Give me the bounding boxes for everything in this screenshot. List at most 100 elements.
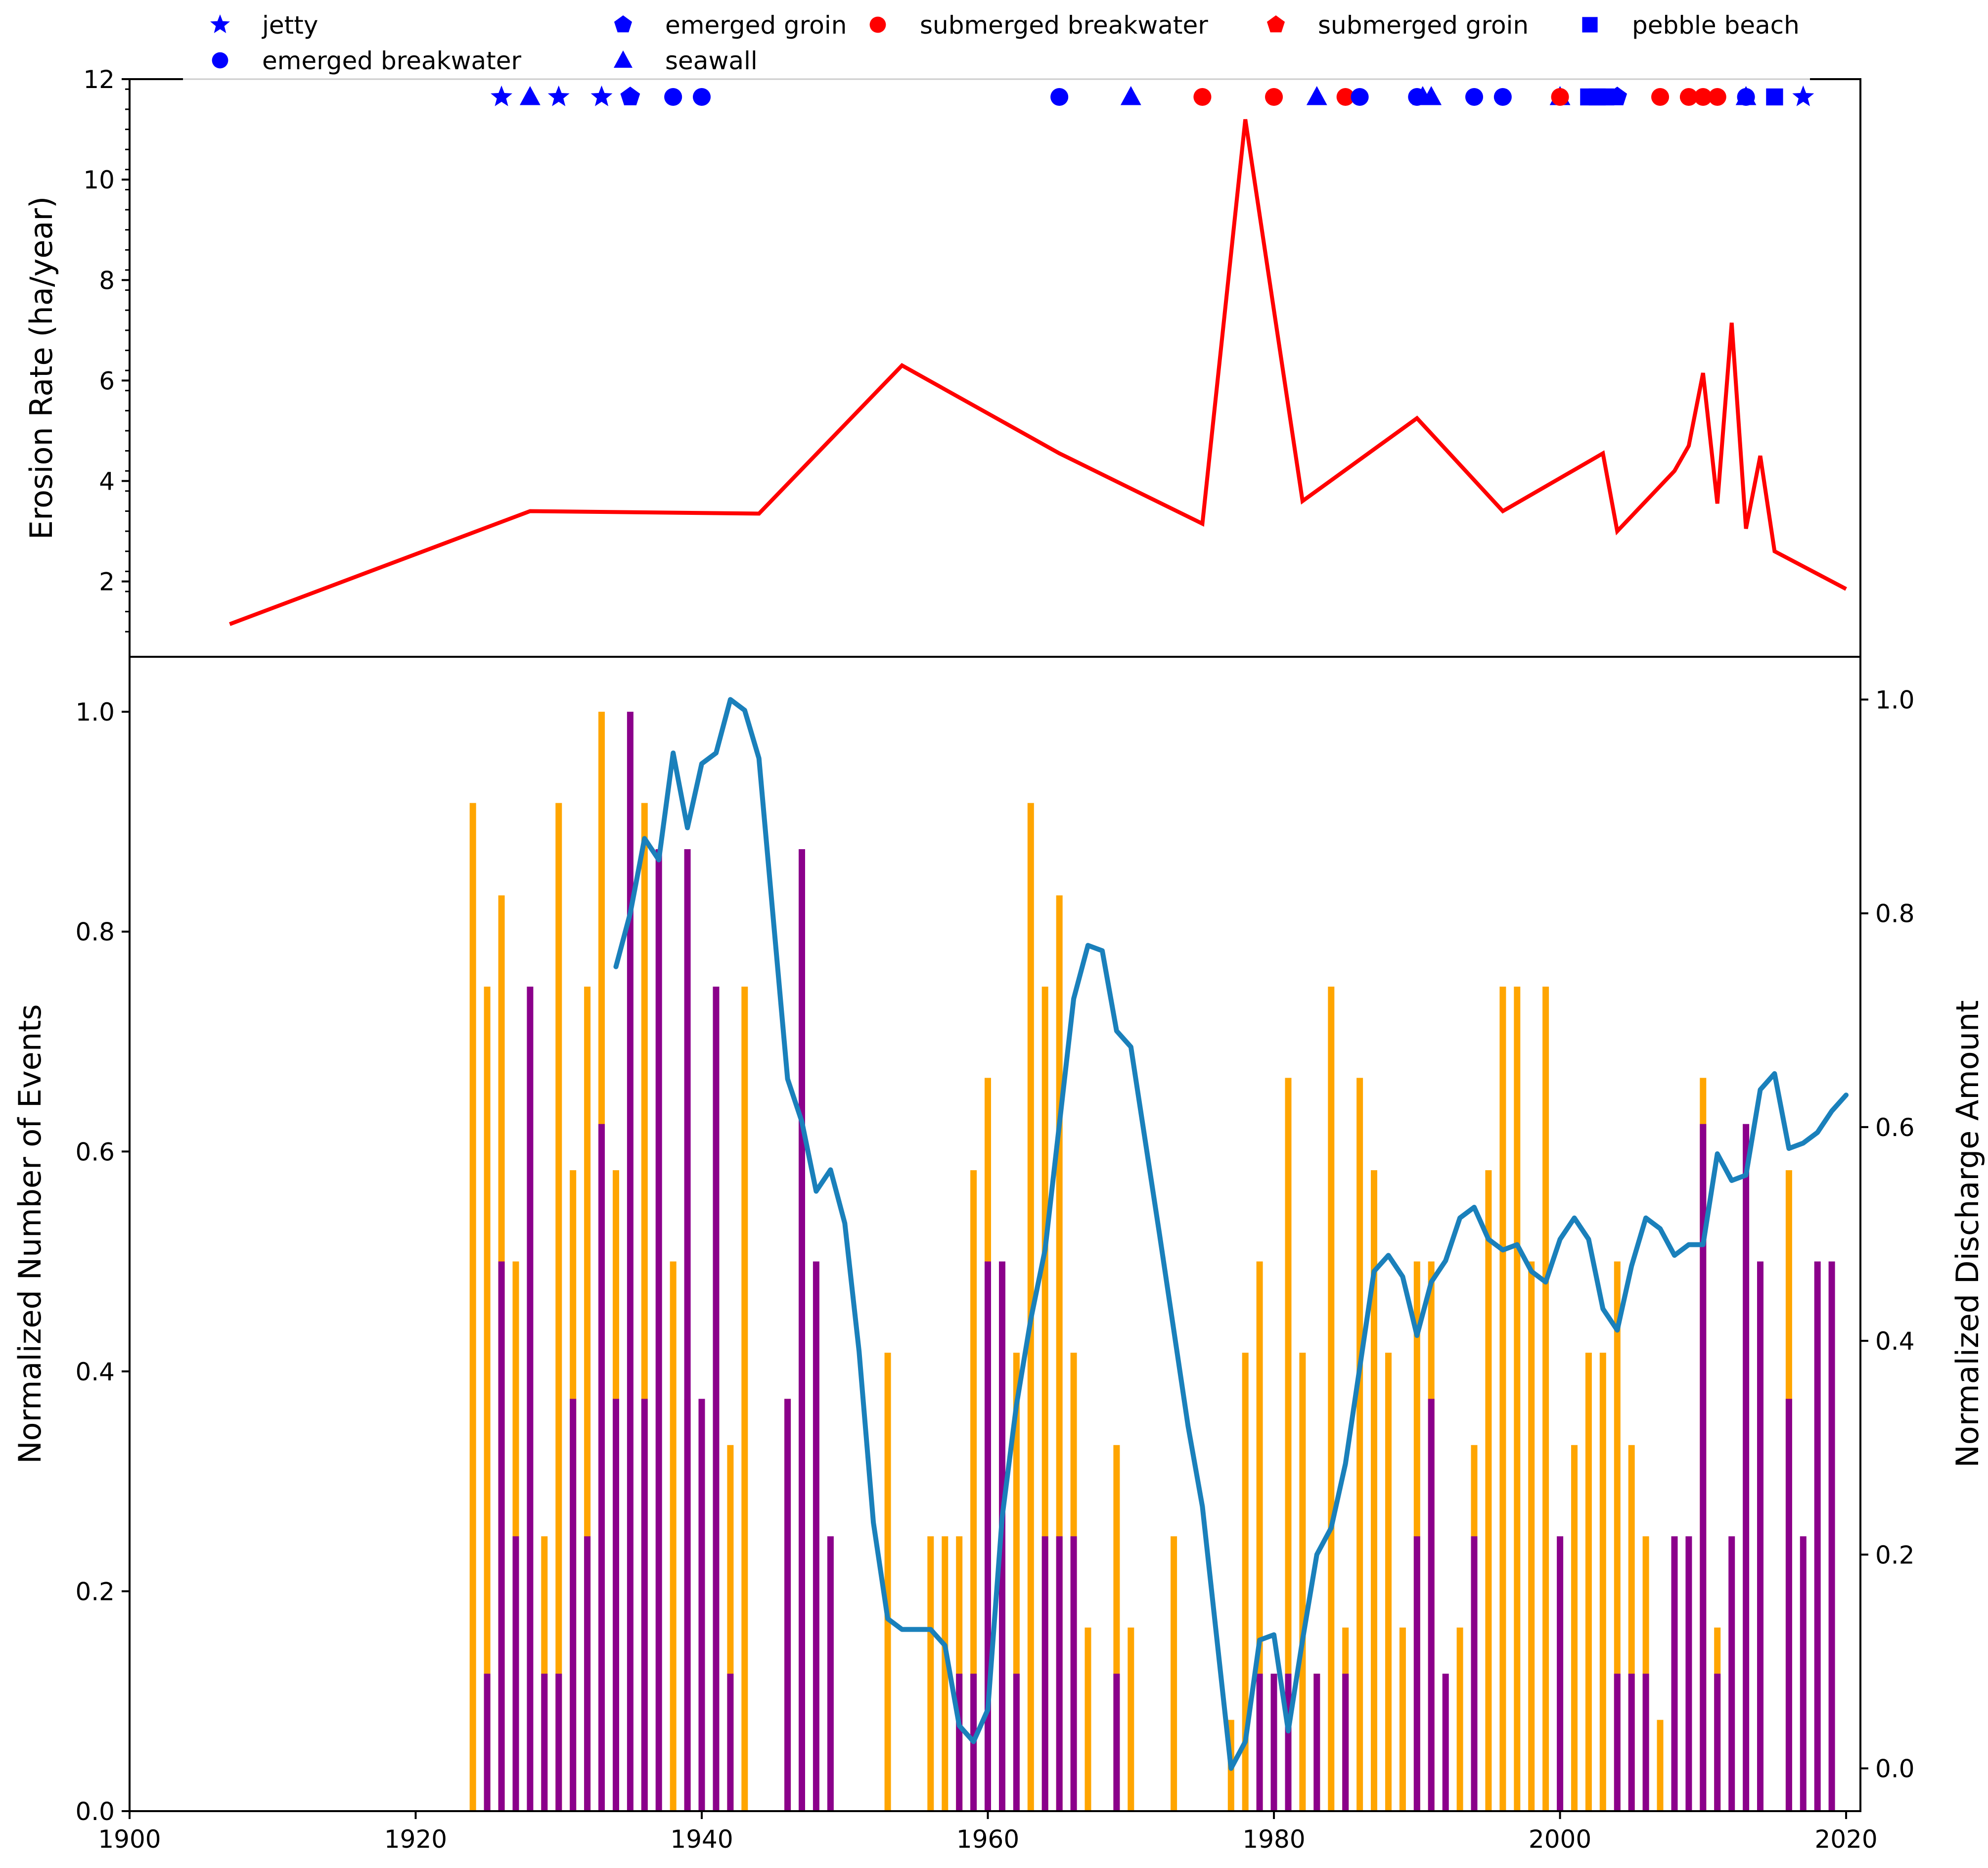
year-x-tick-label: 1960 bbox=[956, 1825, 1019, 1854]
erosion-y-tick-label: 6 bbox=[99, 366, 115, 395]
legend-seawall-marker bbox=[614, 50, 633, 68]
events-y-tick-label: 0.2 bbox=[75, 1577, 115, 1606]
structure-markers bbox=[491, 85, 1814, 106]
purple-event-bar bbox=[1614, 1674, 1621, 1811]
discharge-y-tick-label: 0.6 bbox=[1875, 1113, 1915, 1142]
purple-event-bar bbox=[570, 1399, 577, 1811]
erosion-y-tick-label: 2 bbox=[99, 568, 115, 596]
purple-event-bar bbox=[613, 1399, 619, 1811]
structure-submerged-breakwater-marker bbox=[1679, 88, 1698, 106]
discharge-y-tick-label: 0.4 bbox=[1875, 1327, 1915, 1356]
purple-event-bar bbox=[1757, 1261, 1763, 1811]
discharge-line bbox=[613, 697, 1849, 1771]
legend-pebble-beach-marker bbox=[1582, 17, 1598, 33]
events-y-axis-label: Normalized Number of Events bbox=[12, 1004, 48, 1463]
structure-submerged-breakwater-marker bbox=[1651, 88, 1670, 106]
structure-seawall-marker bbox=[520, 86, 541, 105]
year-x-tick-label: 1940 bbox=[670, 1825, 733, 1854]
legend-submerged-groin-marker bbox=[1266, 15, 1285, 33]
orange-event-bar bbox=[1356, 1078, 1363, 1811]
structure-emerged-breakwater-marker bbox=[692, 88, 711, 106]
legend-seawall-label: seawall bbox=[665, 46, 758, 75]
purple-event-bar bbox=[584, 1536, 591, 1811]
structure-seawall-marker bbox=[1421, 86, 1442, 105]
purple-event-bar bbox=[641, 1399, 648, 1811]
orange-event-bar bbox=[1027, 803, 1034, 1811]
purple-event-bar bbox=[1628, 1674, 1635, 1811]
purple-event-bar bbox=[1671, 1536, 1678, 1811]
purple-event-bar bbox=[1785, 1399, 1792, 1811]
structure-emerged-breakwater-marker bbox=[664, 88, 682, 106]
orange-event-bar bbox=[1542, 986, 1549, 1811]
purple-event-bar bbox=[1557, 1536, 1564, 1811]
erosion-rate-panel: 2 4 6 8 10 12 Erosion Rate (ha/year) bbox=[23, 65, 1861, 658]
legend-pebble-beach-label: pebble beach bbox=[1632, 11, 1800, 40]
year-x-tick-label: 1980 bbox=[1242, 1825, 1305, 1854]
year-x-axis: 1900 1920 1940 1960 1980 2000 2020 bbox=[98, 1811, 1878, 1854]
structure-jetty-marker bbox=[590, 85, 613, 106]
orange-event-bar bbox=[1171, 1536, 1177, 1811]
purple-event-bar bbox=[698, 1399, 705, 1811]
purple-event-bar bbox=[1800, 1536, 1807, 1811]
purple-event-bar bbox=[484, 1674, 491, 1811]
structure-submerged-breakwater-marker bbox=[1708, 88, 1726, 106]
purple-event-bar bbox=[799, 849, 805, 1811]
events-y-tick-label: 0.8 bbox=[75, 918, 115, 947]
year-x-tick-label: 2000 bbox=[1529, 1825, 1591, 1854]
purple-event-bar bbox=[1113, 1674, 1120, 1811]
structure-emerged-breakwater-marker bbox=[1737, 88, 1755, 106]
erosion-y-tick-label: 10 bbox=[83, 166, 115, 194]
structure-submerged-breakwater-marker bbox=[1265, 88, 1283, 106]
year-x-tick-label: 2020 bbox=[1814, 1825, 1877, 1854]
erosion-y-tick-label: 4 bbox=[99, 467, 115, 496]
orange-event-bar bbox=[1385, 1353, 1392, 1811]
structure-submerged-breakwater-marker bbox=[1694, 88, 1712, 106]
purple-event-bar bbox=[684, 849, 691, 1811]
legend-emerged-breakwater-marker bbox=[212, 52, 228, 69]
purple-event-bar bbox=[1013, 1674, 1020, 1811]
structure-emerged-breakwater-marker bbox=[1351, 88, 1369, 106]
legend-emerged-groin-marker bbox=[614, 15, 633, 33]
events-y-tick-label: 1.0 bbox=[75, 698, 115, 727]
structure-seawall-marker bbox=[1306, 86, 1327, 105]
orange-event-bar bbox=[1585, 1353, 1592, 1811]
structure-emerged-breakwater-marker bbox=[1465, 88, 1484, 106]
purple-event-bar bbox=[1428, 1399, 1435, 1811]
orange-event-bar bbox=[1299, 1353, 1306, 1811]
orange-event-bar bbox=[1599, 1353, 1606, 1811]
orange-event-bar bbox=[555, 803, 562, 1811]
events-discharge-panel: 1900 1920 1940 1960 1980 2000 2020 0.00.20.40.… bbox=[12, 656, 1986, 1854]
legend-emerged-groin-label: emerged groin bbox=[665, 11, 847, 40]
purple-event-bar bbox=[956, 1674, 963, 1811]
structure-legend: jetty emerged breakwater emerged groin seaw… bbox=[210, 11, 1800, 75]
year-x-tick-label: 1920 bbox=[384, 1825, 447, 1854]
purple-event-bar bbox=[784, 1399, 791, 1811]
events-plot-frame bbox=[129, 656, 1861, 1812]
erosion-y-tick-label: 12 bbox=[83, 65, 115, 94]
purple-event-bar bbox=[1700, 1124, 1707, 1811]
purple-event-bar bbox=[498, 1261, 505, 1811]
erosion-y-tick-label: 8 bbox=[99, 266, 115, 295]
discharge-y-tick-label: 0.2 bbox=[1875, 1541, 1915, 1569]
purple-event-bar bbox=[813, 1261, 819, 1811]
legend-submerged-breakwater-label: submerged breakwater bbox=[920, 11, 1208, 40]
events-y-tick-label: 0.4 bbox=[75, 1358, 115, 1386]
purple-event-bar bbox=[527, 986, 534, 1811]
structure-pebble-beach-marker bbox=[1766, 88, 1783, 106]
orange-event-bar bbox=[484, 986, 491, 1811]
purple-event-bar bbox=[1270, 1674, 1277, 1811]
purple-event-bar bbox=[1828, 1261, 1835, 1811]
orange-event-bar bbox=[469, 803, 476, 1811]
orange-event-bar bbox=[1571, 1445, 1578, 1811]
events-y-tick-label: 0.6 bbox=[75, 1138, 115, 1166]
orange-event-bar bbox=[1399, 1627, 1406, 1811]
structure-jetty-marker bbox=[491, 85, 512, 106]
purple-event-bar bbox=[1070, 1536, 1077, 1811]
legend-emerged-breakwater-label: emerged breakwater bbox=[262, 46, 521, 75]
erosion-rate-y-axis-label: Erosion Rate (ha/year) bbox=[23, 196, 59, 540]
discharge-y-axis-label: Normalized Discharge Amount bbox=[1949, 1000, 1986, 1467]
purple-event-bar bbox=[1342, 1674, 1349, 1811]
orange-event-bar bbox=[1242, 1353, 1249, 1811]
orange-event-bar bbox=[741, 986, 748, 1811]
